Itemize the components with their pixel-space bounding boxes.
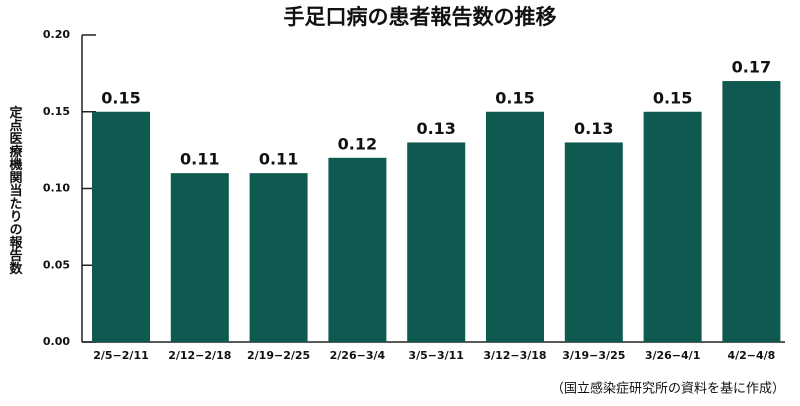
value-label: 0.15	[653, 88, 692, 107]
value-label: 0.11	[259, 150, 298, 169]
bar	[92, 111, 150, 342]
value-label: 0.11	[180, 150, 219, 169]
bar	[170, 173, 229, 342]
y-tick-label: 0.10	[43, 182, 70, 195]
value-label: 0.13	[416, 119, 455, 138]
value-label: 0.12	[338, 134, 377, 153]
y-tick-label: 0.15	[43, 105, 70, 118]
source-note: （国立感染症研究所の資料を基に作成）	[551, 381, 785, 397]
x-tick-label: 3/5−3/11	[408, 349, 464, 362]
x-tick-label: 3/19−3/25	[562, 349, 625, 362]
bar	[643, 111, 702, 342]
y-tick-label: 0.20	[43, 28, 70, 41]
bar	[328, 157, 387, 342]
value-label: 0.15	[495, 88, 534, 107]
bar	[407, 142, 466, 342]
value-label: 0.17	[732, 58, 771, 77]
y-tick-label: 0.00	[43, 335, 70, 348]
x-tick-label: 2/26−3/4	[330, 349, 386, 362]
x-tick-label: 2/5−2/11	[93, 349, 149, 362]
bar	[486, 111, 544, 342]
y-axis-label: 定点医療機関当たりの報告数	[7, 105, 24, 276]
x-tick-label: 3/26−4/1	[645, 349, 701, 362]
x-tick-label: 2/12−2/18	[168, 349, 231, 362]
y-tick-label: 0.05	[43, 258, 70, 271]
chart-title: 手足口病の患者報告数の推移	[284, 5, 557, 29]
value-label: 0.15	[101, 88, 140, 107]
bar	[249, 173, 308, 342]
bar	[564, 142, 623, 342]
x-tick-label: 3/12−3/18	[483, 349, 546, 362]
bar	[722, 81, 781, 343]
value-label: 0.13	[574, 119, 613, 138]
x-tick-label: 2/19−2/25	[247, 349, 310, 362]
x-tick-label: 4/2−4/8	[727, 349, 775, 362]
